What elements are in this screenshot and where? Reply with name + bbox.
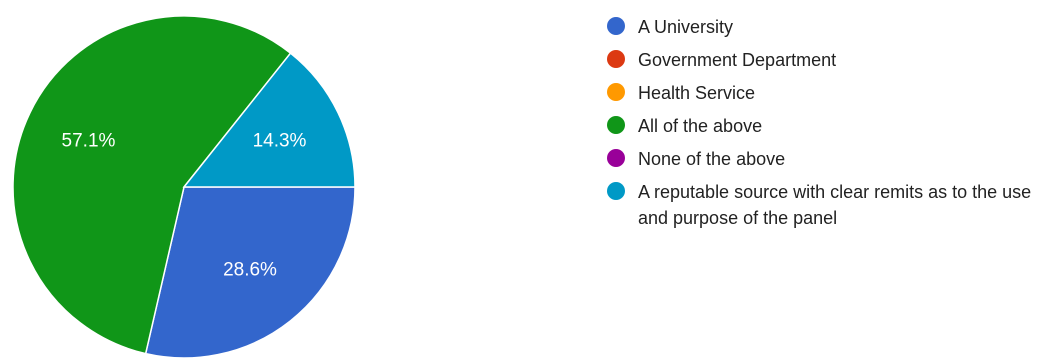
legend-item-none-of-the-above: None of the above: [607, 146, 1037, 172]
legend-label: Health Service: [638, 83, 756, 103]
legend-label: All of the above: [638, 116, 763, 136]
legend-item-government-department: Government Department: [607, 47, 1037, 73]
legend-swatch: [607, 50, 625, 68]
legend-item-a-university: A University: [607, 14, 1037, 40]
legend-label: Government Department: [638, 50, 837, 70]
legend-swatch: [607, 116, 625, 134]
legend-label: A reputable source with clear remits as …: [638, 182, 1032, 228]
slice-value-label-all-of-the-above: 57.1%: [62, 130, 116, 151]
legend: A University Government Department Health …: [607, 14, 1037, 238]
legend-label: None of the above: [638, 149, 786, 169]
pie-slice-a-reputable-source-with-clear-remits-as-to-the-use-and-purpose-of-the-panel: [182, 52, 356, 188]
pie-slice-all-of-the-above: [12, 15, 292, 355]
legend-swatch: [607, 182, 625, 200]
legend-item-health-service: Health Service: [607, 80, 1037, 106]
legend-item-all-of-the-above: All of the above: [607, 113, 1037, 139]
legend-swatch: [607, 83, 625, 101]
legend-label: A University: [638, 17, 734, 37]
legend-swatch: [607, 149, 625, 167]
slice-value-label-a-university: 28.6%: [223, 259, 277, 280]
slice-value-label-a-reputable-source-with-clear-remits-as-to-the-use-and-purpose-of-the-panel: 14.3%: [253, 130, 307, 151]
pie-plot: 28.6% 57.1% 14.3%: [12, 15, 356, 358]
legend-swatch: [607, 17, 625, 35]
legend-item-a-reputable-source-with-clear-remits-as-to-the-use-and-purpose-of-the-panel: A reputable source with clear remits as …: [607, 179, 1037, 231]
